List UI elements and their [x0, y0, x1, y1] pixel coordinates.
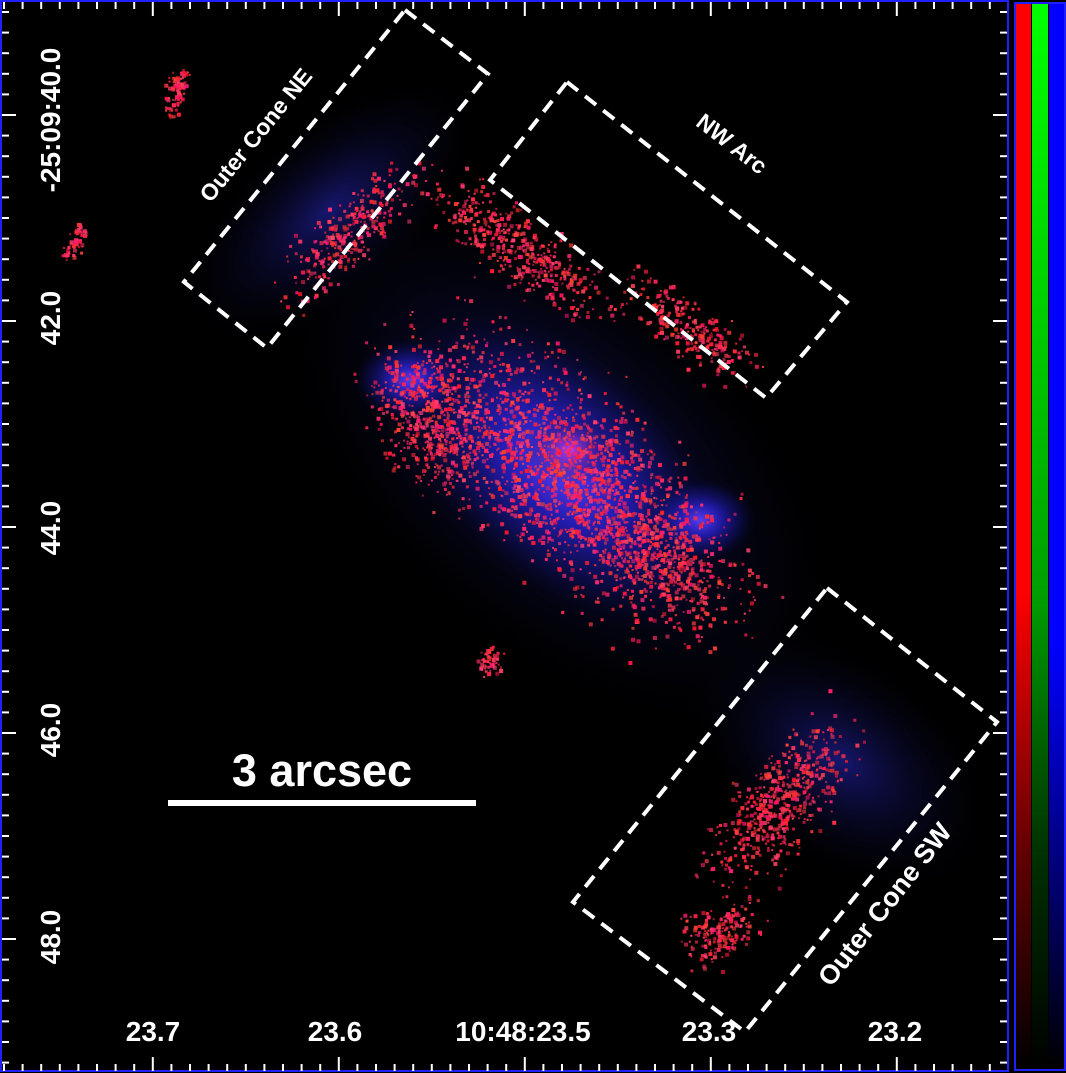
- color-bar: [1010, 0, 1066, 1073]
- dec-tick-label: 42.0: [35, 291, 66, 346]
- ra-tick-label: 23.6: [308, 1016, 363, 1047]
- color-bar-red: [1016, 4, 1031, 1069]
- region-outer-cone-sw: [570, 585, 1000, 1035]
- ra-tick-label: 10:48:23.5: [455, 1016, 590, 1047]
- dec-tick-label: -25:09:40.0: [35, 48, 66, 193]
- red-emission: [61, 69, 866, 974]
- color-bar-green: [1032, 4, 1048, 1069]
- region-outer-cone-ne: [181, 7, 491, 351]
- axis-ticks: [2, 2, 1007, 1071]
- plot-frame: [0, 0, 1009, 1072]
- ra-tick-label: 23.3: [682, 1016, 737, 1047]
- ra-tick-label: 23.2: [868, 1016, 923, 1047]
- dec-tick-label: 46.0: [35, 703, 66, 758]
- color-bar-blue: [1049, 4, 1064, 1069]
- region-nw-arc: [487, 79, 850, 401]
- ra-tick-label: 23.7: [126, 1016, 181, 1047]
- dec-tick-label: 48.0: [35, 910, 66, 965]
- scale-bar-label: 3 arcsec: [232, 745, 412, 796]
- dec-tick-label: 44.0: [35, 501, 66, 556]
